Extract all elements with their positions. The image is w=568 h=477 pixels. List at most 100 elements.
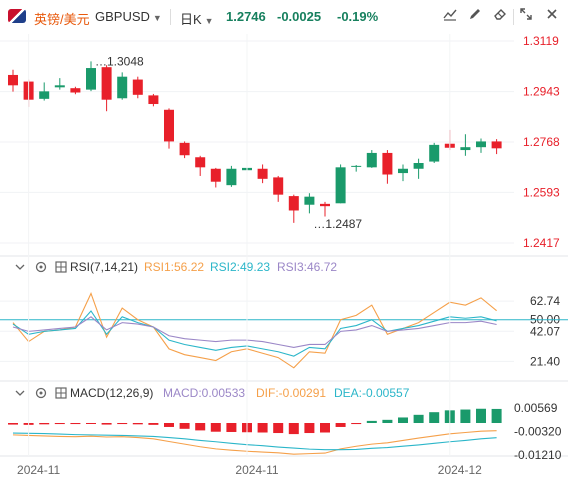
macd-histogram-bar bbox=[101, 423, 112, 425]
price-tick-label: 1.2417 bbox=[523, 236, 560, 250]
time-tick-label: 2024-11 bbox=[17, 463, 60, 477]
price-tick-label: 1.2593 bbox=[523, 185, 560, 199]
price-panel: 1.3119 1.2943 1.2768 1.2593 1.2417 …1.3048 …1.… bbox=[0, 34, 560, 250]
high-price-annotation: …1.3048 bbox=[95, 54, 144, 68]
collapse-icon[interactable] bbox=[15, 390, 25, 396]
period-selector[interactable]: 日K ▼ bbox=[180, 9, 214, 28]
macd-value: MACD:0.00533 bbox=[163, 386, 245, 400]
indicator-table-icon[interactable] bbox=[55, 261, 67, 273]
price-tick-label: 1.2943 bbox=[523, 85, 560, 99]
eraser-icon[interactable] bbox=[490, 7, 510, 27]
macd-histogram-bar bbox=[335, 423, 346, 427]
candle-body[interactable] bbox=[54, 85, 65, 88]
rsi1-value: RSI1:56.22 bbox=[144, 260, 204, 274]
candle-body[interactable] bbox=[273, 177, 284, 195]
candle-body[interactable] bbox=[101, 67, 112, 100]
candle-body[interactable] bbox=[366, 152, 377, 168]
macd-histogram-bar bbox=[288, 423, 299, 435]
macd-histogram-bar bbox=[491, 408, 502, 424]
toolbar-divider bbox=[513, 9, 514, 25]
close-icon[interactable] bbox=[542, 7, 562, 27]
candle-body[interactable] bbox=[491, 141, 502, 149]
macd-indicator-label[interactable]: MACD(12,26,9) bbox=[70, 386, 153, 400]
macd-panel: 0.00569 -0.00320 -0.01210 bbox=[8, 401, 562, 462]
macd-histogram-bar bbox=[210, 423, 221, 432]
time-axis: 2024-11 2024-11 2024-12 bbox=[17, 34, 482, 477]
candle-body[interactable] bbox=[304, 196, 315, 205]
candle-body[interactable] bbox=[117, 76, 128, 99]
pen-icon[interactable] bbox=[465, 7, 485, 27]
settings-icon[interactable] bbox=[35, 261, 47, 273]
dea-value: DEA:-0.00557 bbox=[334, 386, 410, 400]
symbol-name-cn[interactable]: 英镑/美元 bbox=[34, 12, 90, 27]
candle-body[interactable] bbox=[179, 142, 190, 156]
candle-body[interactable] bbox=[398, 168, 408, 174]
macd-histogram-bar bbox=[351, 423, 362, 425]
candle-body[interactable] bbox=[320, 203, 330, 207]
low-price-annotation: …1.2487 bbox=[313, 217, 362, 231]
macd-histogram-bar bbox=[148, 423, 159, 425]
candle-body[interactable] bbox=[413, 163, 424, 169]
rsi3-value: RSI3:46.72 bbox=[277, 260, 337, 274]
macd-histogram-bar bbox=[8, 423, 18, 425]
candle-body[interactable] bbox=[195, 157, 206, 168]
macd-histogram-bar bbox=[429, 412, 440, 424]
symbol-header: 英镑/美元 GBPUSD ▼ 日K ▼ 1.2746 -0.0025 -0.19% bbox=[0, 0, 568, 34]
macd-series-line bbox=[12, 430, 497, 455]
candle-body[interactable] bbox=[429, 144, 440, 162]
symbol-selector[interactable]: GBPUSD ▼ bbox=[95, 9, 162, 24]
rsi-tick-label: 21.40 bbox=[530, 354, 560, 368]
candle-body[interactable] bbox=[335, 167, 346, 204]
rsi-tick-label: 62.74 bbox=[530, 294, 560, 308]
collapse-icon[interactable] bbox=[15, 264, 25, 270]
macd-histogram-bar bbox=[398, 417, 408, 424]
candle-body[interactable] bbox=[226, 168, 237, 186]
macd-histogram-bar bbox=[273, 423, 284, 434]
macd-histogram-bar bbox=[320, 423, 330, 433]
macd-legend: MACD(12,26,9) MACD:0.00533 DIF:-0.00291 … bbox=[15, 386, 410, 400]
candle-body[interactable] bbox=[210, 168, 221, 182]
macd-histogram-bar bbox=[39, 423, 50, 425]
candle-body[interactable] bbox=[164, 109, 174, 142]
candle-body[interactable] bbox=[39, 91, 50, 99]
header-divider bbox=[170, 9, 171, 25]
time-tick-label: 2024-12 bbox=[438, 463, 482, 477]
candle-body[interactable] bbox=[70, 88, 81, 93]
candle-body[interactable] bbox=[460, 147, 471, 151]
macd-histogram-bar bbox=[304, 423, 315, 434]
candle-body[interactable] bbox=[8, 74, 18, 86]
chevron-down-icon: ▼ bbox=[152, 13, 162, 23]
candle-body[interactable] bbox=[382, 152, 393, 175]
settings-icon[interactable] bbox=[35, 387, 47, 399]
chevron-down-icon: ▼ bbox=[204, 16, 214, 26]
price-tick-label: 1.3119 bbox=[523, 34, 559, 48]
rsi-series-line bbox=[12, 316, 497, 348]
macd-histogram-bar bbox=[54, 423, 65, 425]
last-price: 1.2746 bbox=[226, 9, 266, 24]
candle-body[interactable] bbox=[132, 79, 143, 95]
macd-tick-label: -0.01210 bbox=[514, 448, 562, 462]
candle-body[interactable] bbox=[351, 165, 362, 167]
macd-series-line bbox=[12, 432, 497, 451]
kline-chart[interactable]: RSI(7,14,21) RSI1:56.22 RSI2:49.23 RSI3:… bbox=[0, 34, 568, 477]
candle-body[interactable] bbox=[148, 95, 159, 105]
trend-line-icon[interactable] bbox=[440, 7, 460, 27]
macd-histogram-bar bbox=[413, 414, 424, 424]
macd-histogram-bar bbox=[366, 420, 377, 424]
rsi-series-line bbox=[12, 310, 497, 357]
candle-body[interactable] bbox=[476, 141, 486, 148]
gbp-usd-flag-icon bbox=[8, 9, 26, 23]
candle-body[interactable] bbox=[288, 196, 299, 211]
fullscreen-icon[interactable] bbox=[516, 7, 536, 27]
price-tick-label: 1.2768 bbox=[523, 135, 560, 149]
macd-tick-label: 0.00569 bbox=[514, 401, 558, 415]
dif-value: DIF:-0.00291 bbox=[256, 386, 326, 400]
macd-histogram-bar bbox=[382, 419, 393, 424]
candle-body[interactable] bbox=[86, 68, 96, 90]
rsi-indicator-label[interactable]: RSI(7,14,21) bbox=[70, 260, 138, 274]
candle-body[interactable] bbox=[257, 168, 268, 179]
macd-histogram-bar bbox=[70, 423, 81, 425]
rsi2-value: RSI2:49.23 bbox=[210, 260, 270, 274]
indicator-table-icon[interactable] bbox=[55, 387, 67, 399]
